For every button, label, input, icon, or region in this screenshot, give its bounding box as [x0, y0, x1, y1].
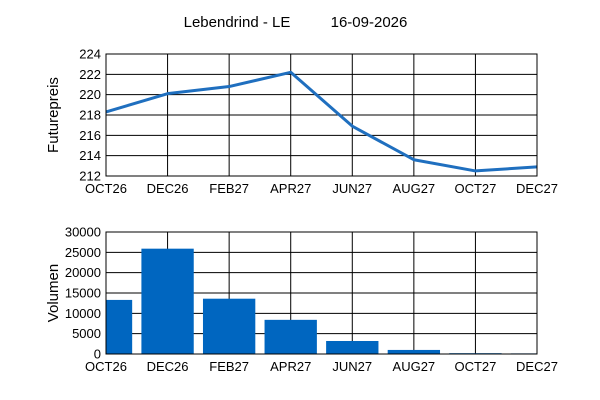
bar: [106, 299, 133, 354]
series-line: [106, 70, 537, 173]
y-tick-label: 224: [79, 47, 101, 62]
x-tick-label: AUG27: [393, 359, 436, 374]
y-tick-label: 222: [79, 67, 101, 82]
x-tick-label: OCT26: [85, 359, 127, 374]
bar: [387, 349, 441, 354]
bar: [202, 298, 256, 354]
x-tick-label: OCT27: [454, 181, 496, 196]
x-tick-label: APR27: [270, 359, 311, 374]
chart-date: 16-09-2026: [331, 14, 408, 31]
bar: [326, 340, 379, 354]
y-tick-label: 10000: [65, 306, 101, 321]
bar: [141, 248, 194, 354]
y-tick-label: 20000: [65, 265, 101, 280]
y-tick-label: 214: [79, 148, 101, 163]
x-tick-label: DEC26: [147, 181, 189, 196]
x-tick-label: OCT27: [454, 359, 496, 374]
chart-title: Lebendrind - LE: [184, 14, 291, 31]
y-tick-label: 15000: [65, 286, 101, 301]
plot-area: [106, 70, 537, 173]
y-tick-label: 212: [79, 169, 101, 184]
plot-frame: [105, 231, 538, 355]
y-axis-label: Futurepreis: [45, 77, 62, 153]
y-tick-label: 0: [94, 347, 101, 362]
bar: [264, 319, 317, 354]
plot-area: [106, 248, 537, 354]
x-tick-label: JUN27: [332, 359, 372, 374]
price-line-chart: 212 214 216 218 220 222 224 OCT26 DEC26 FEB27 APR2…: [45, 47, 558, 197]
x-tick-label: DEC27: [516, 181, 558, 196]
y-axis-label: Volumen: [45, 264, 62, 322]
plot-frame: [105, 53, 538, 177]
x-tick-label: AUG27: [393, 181, 436, 196]
volume-bar-chart: 0 5000 10000 15000 20000 25000 30000 OCT26 DEC26…: [45, 225, 558, 375]
y-tick-label: 5000: [72, 326, 101, 341]
x-tick-label: FEB27: [209, 181, 249, 196]
x-tick-label: FEB27: [209, 359, 249, 374]
y-tick-label: 216: [79, 128, 101, 143]
x-tick-label: JUN27: [332, 181, 372, 196]
y-tick-label: 218: [79, 108, 101, 123]
x-tick-label: DEC26: [147, 359, 189, 374]
y-tick-label: 25000: [65, 245, 101, 260]
y-tick-label: 220: [79, 87, 101, 102]
y-tick-label: 30000: [65, 225, 101, 240]
x-tick-label: DEC27: [516, 359, 558, 374]
x-tick-label: OCT26: [85, 181, 127, 196]
x-tick-label: APR27: [270, 181, 311, 196]
